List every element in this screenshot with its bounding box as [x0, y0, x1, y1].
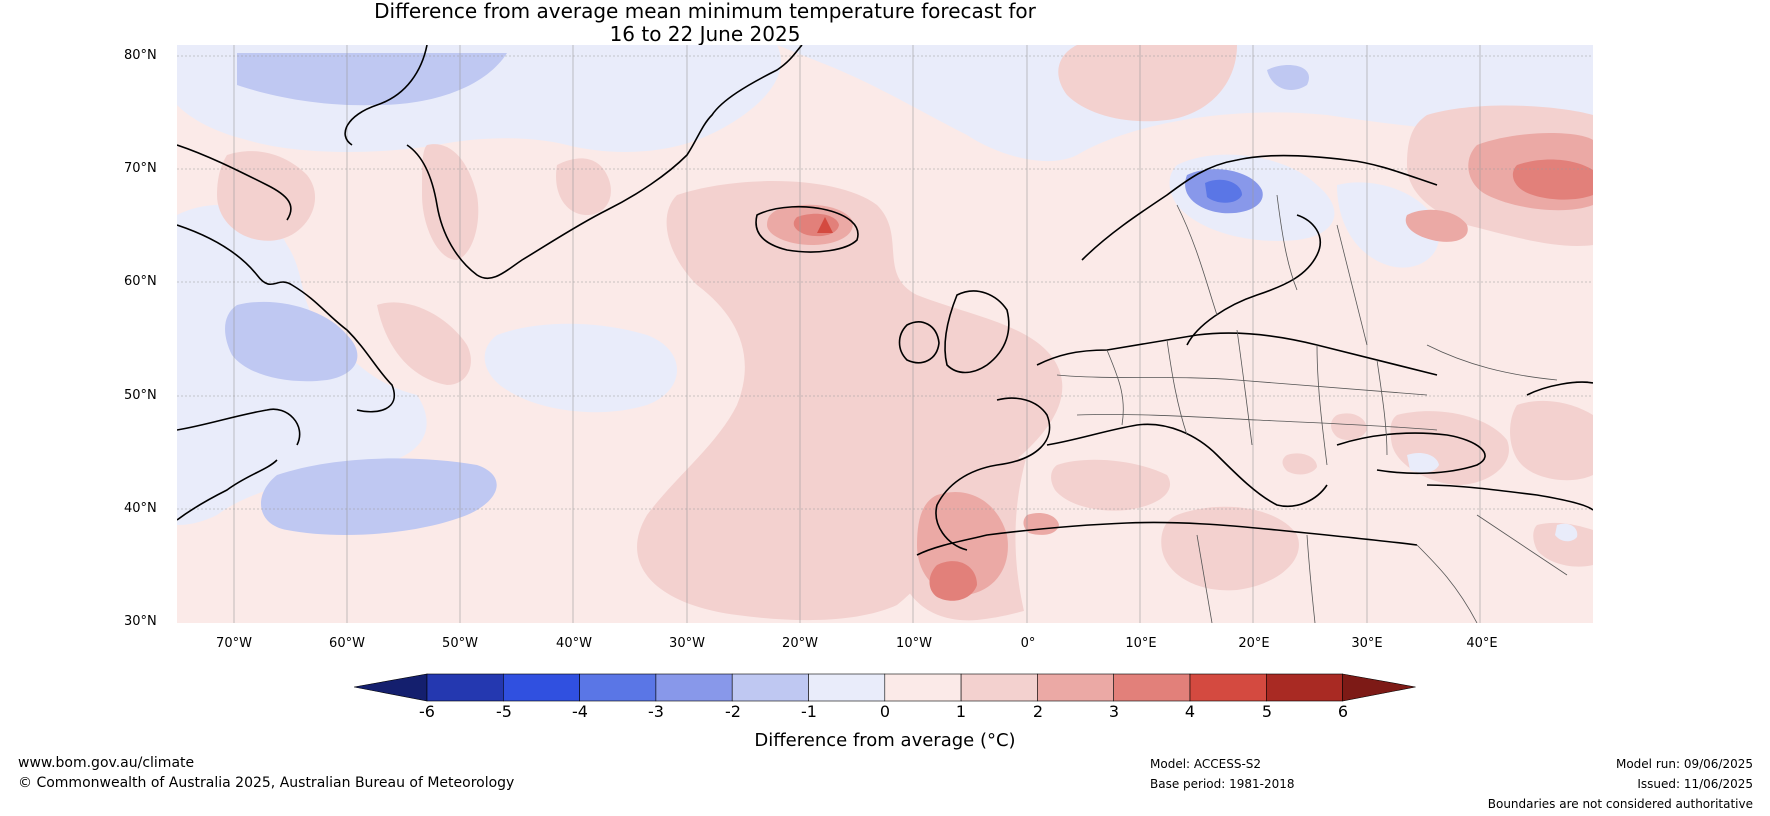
colorbar-tick-m4: -4 [572, 702, 588, 721]
lat-label-50n: 50°N [124, 388, 157, 403]
footer-disclaimer: Boundaries are not considered authoritat… [1487, 797, 1753, 811]
graticule [177, 45, 1593, 623]
footer-base-period: Base period: 1981-2018 [1150, 777, 1295, 791]
lon-label-20e: 20°E [1238, 636, 1270, 651]
lat-label-30n: 30°N [124, 614, 157, 629]
lon-label-0: 0° [1020, 636, 1036, 651]
map-title: Difference from average mean minimum tem… [0, 0, 1410, 46]
footer-issued: Issued: 11/06/2025 [1637, 777, 1753, 791]
colorbar-label-text: Difference from average (°C) [754, 730, 1016, 751]
lat-label-80n: 80°N [124, 48, 157, 63]
footer-url: www.bom.gov.au/climate [18, 755, 195, 771]
footer-copyright: © Commonwealth of Australia 2025, Austra… [18, 775, 515, 791]
colorbar-tick-m3: -3 [648, 702, 664, 721]
colorbar-tick-m6: -6 [419, 702, 435, 721]
lon-label-70w: 70°W [216, 636, 252, 651]
country-borders [1056, 194, 1568, 623]
colorbar-tick-3: 3 [1108, 702, 1120, 721]
colorbar-extend-low [354, 673, 428, 702]
colorbar-tick-2: 2 [1032, 702, 1044, 721]
lon-label-10w: 10°W [896, 636, 932, 651]
colorbar-cell [1189, 673, 1267, 702]
colorbar [354, 673, 1416, 702]
colorbar-cell [960, 673, 1038, 702]
lon-label-20w: 20°W [782, 636, 818, 651]
lat-label-70n: 70°N [124, 161, 157, 176]
anomaly-map [177, 45, 1593, 623]
colorbar-tick-6: 6 [1337, 702, 1349, 721]
lon-label-30e: 30°E [1351, 636, 1383, 651]
colorbar-tick-4: 4 [1184, 702, 1196, 721]
colorbar-tick-m5: -5 [496, 702, 512, 721]
colorbar-cell [808, 673, 886, 702]
footer-model-run: Model run: 09/06/2025 [1615, 757, 1753, 771]
lon-label-60w: 60°W [329, 636, 365, 651]
lon-label-30w: 30°W [669, 636, 705, 651]
colorbar-tick-m1: -1 [801, 702, 817, 721]
colorbar-cell [655, 673, 733, 702]
footer-model: Model: ACCESS-S2 [1150, 757, 1262, 771]
colorbar-cells [354, 673, 1416, 702]
colorbar-cell [731, 673, 809, 702]
colorbar-cell [503, 673, 580, 702]
lat-label-40n: 40°N [124, 501, 157, 516]
colorbar-tick-m2: -2 [725, 702, 741, 721]
colorbar-label: Difference from average (°C) [0, 730, 1770, 751]
colorbar-tick-1: 1 [955, 702, 967, 721]
colorbar-extend-high [1342, 673, 1416, 702]
colorbar-cell [579, 673, 657, 702]
colorbar-tick-5: 5 [1261, 702, 1273, 721]
map-canvas [177, 45, 1593, 623]
lon-label-40w: 40°W [556, 636, 592, 651]
colorbar-cell [1113, 673, 1191, 702]
negative-anomaly-regions [177, 45, 1593, 535]
title-line-2: 16 to 22 June 2025 [609, 22, 801, 46]
lon-label-40e: 40°E [1466, 636, 1498, 651]
colorbar-cell [1265, 673, 1343, 702]
colorbar-cell [1037, 673, 1115, 702]
positive-anomaly-regions [217, 45, 1593, 623]
colorbar-cell [426, 673, 504, 702]
lon-label-50w: 50°W [442, 636, 478, 651]
colorbar-tick-0: 0 [879, 702, 891, 721]
title-line-1: Difference from average mean minimum tem… [374, 0, 1036, 23]
colorbar-cell [884, 673, 962, 702]
coastlines [177, 45, 1593, 556]
lon-label-10e: 10°E [1125, 636, 1157, 651]
lat-label-60n: 60°N [124, 274, 157, 289]
